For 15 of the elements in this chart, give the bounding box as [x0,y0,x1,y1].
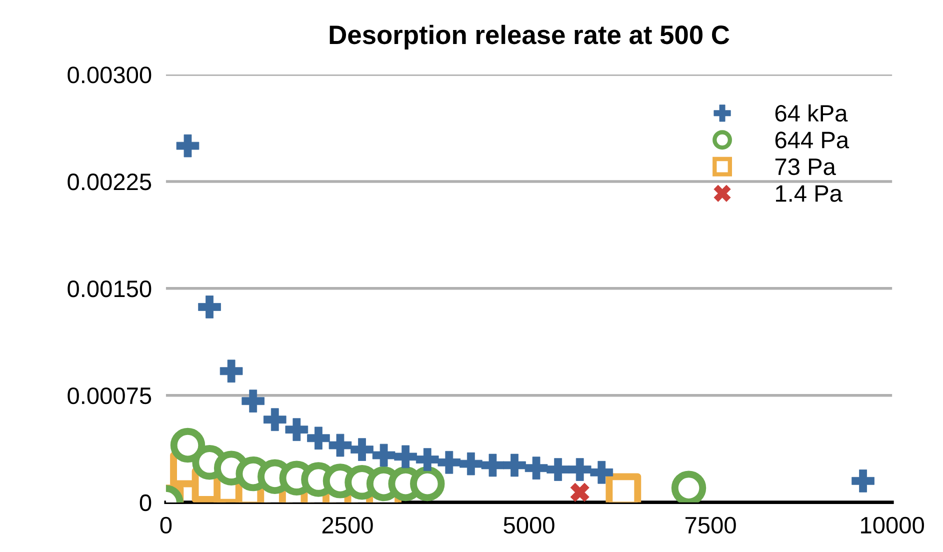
y-tick-label: 0.00300 [68,66,152,84]
legend-label: 1.4 Pa [776,185,842,202]
chart-title: Desorption release rate at 500 C [330,24,730,50]
x-tick-label: 2500 [322,516,373,534]
x-tick-label: 10000 [861,516,924,534]
y-tick-label: 0.00150 [68,280,152,298]
x-tick-label: 0 [160,516,172,534]
x-tick-label: 7500 [686,516,736,534]
legend-label: 73 Pa [775,158,836,176]
legend-label: 64 kPa [775,104,848,122]
y-tick-label: 0.00225 [68,174,152,190]
legend-label: 644 Pa [775,132,850,148]
y-tick-label: 0 [140,494,152,512]
y-tick-label: 0.00075 [68,387,152,404]
x-tick-label: 5000 [504,516,554,534]
